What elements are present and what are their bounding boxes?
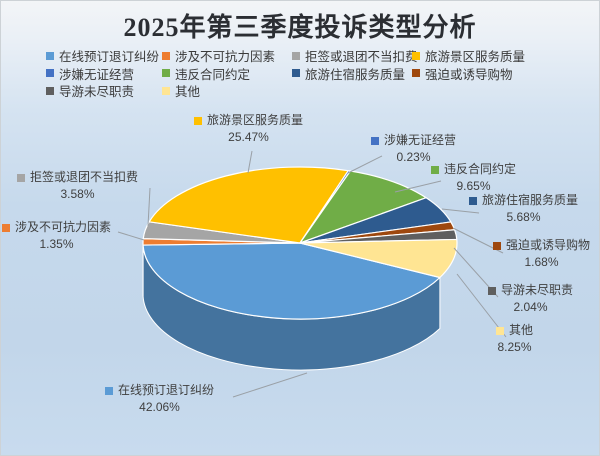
label-category: 涉嫌无证经营: [384, 133, 457, 147]
data-label-7: 强迫或诱导购物 1.68%: [493, 238, 590, 270]
leader-line-2: [147, 187, 151, 227]
legend-label: 违反合同约定: [175, 67, 251, 82]
legend-label: 涉嫌无证经营: [59, 67, 135, 82]
label-percent: 0.23%: [396, 150, 431, 164]
label-swatch-icon: [469, 196, 477, 205]
label-category: 强迫或诱导购物: [506, 238, 591, 252]
label-swatch-icon: [371, 136, 379, 145]
legend-label: 强迫或诱导购物: [425, 67, 513, 82]
data-label-6: 旅游住宿服务质量 5.68%: [469, 193, 578, 225]
label-category: 涉及不可抗力因素: [15, 220, 112, 234]
pie-slice-3: [148, 166, 349, 244]
legend-swatch-icon: [412, 69, 420, 77]
legend-swatch-icon: [46, 51, 54, 60]
data-label-9: 其他 8.25%: [496, 323, 533, 355]
legend-label: 旅游住宿服务质量: [305, 67, 406, 82]
legend-label: 导游未尽职责: [59, 85, 135, 99]
legend-swatch-icon: [46, 69, 54, 77]
chart-title: 2025年第三季度投诉类型分析: [123, 13, 477, 42]
label-percent: 25.47%: [228, 130, 269, 144]
pie-slice-9: [299, 238, 458, 279]
data-label-8: 导游未尽职责 2.04%: [488, 283, 573, 315]
legend-label: 拒签或退团不当扣费: [305, 50, 418, 64]
label-category: 拒签或退团不当扣费: [30, 170, 139, 184]
label-percent: 2.04%: [513, 300, 548, 314]
label-percent: 3.58%: [60, 187, 95, 201]
legend-item-6: 旅游住宿服务质量: [292, 64, 405, 83]
label-category: 旅游景区服务质量: [207, 113, 304, 127]
legend: 在线预订退订纠纷 涉及不可抗力因素 拒签或退团不当扣费 旅游景区服务质量涉嫌无证经营 违…: [1, 1, 599, 101]
pie-slice-5: [299, 170, 427, 244]
legend-label: 旅游景区服务质量: [425, 50, 526, 64]
label-percent: 5.68%: [506, 210, 541, 224]
data-label-2: 拒签或退团不当扣费 3.58%: [17, 170, 138, 202]
label-category: 违反合同约定: [444, 162, 517, 176]
label-swatch-icon: [2, 223, 10, 232]
leader-line-6: [441, 208, 480, 214]
data-label-3: 旅游景区服务质量 25.47%: [194, 113, 303, 145]
legend-swatch-icon: [412, 51, 420, 60]
legend-label: 其他: [175, 85, 201, 99]
legend-item-1: 涉及不可抗力因素: [162, 46, 275, 65]
leader-line-1: [117, 231, 145, 241]
legend-swatch-icon: [162, 86, 170, 95]
data-label-4: 涉嫌无证经营 0.23%: [371, 133, 456, 165]
leader-line-0: [232, 372, 308, 398]
data-label-0: 在线预订退订纠纷 42.06%: [105, 383, 214, 415]
label-percent: 9.65%: [456, 179, 491, 193]
label-swatch-icon: [493, 241, 501, 250]
legend-item-5: 违反合同约定: [162, 64, 250, 83]
data-label-5: 违反合同约定 9.65%: [431, 162, 516, 194]
label-category: 导游未尽职责: [501, 283, 574, 297]
legend-swatch-icon: [46, 86, 54, 95]
label-percent: 1.35%: [39, 237, 74, 251]
legend-item-3: 旅游景区服务质量: [412, 46, 525, 65]
label-percent: 42.06%: [139, 400, 180, 414]
pie-slice-0: [142, 242, 441, 320]
legend-swatch-icon: [292, 69, 300, 77]
label-category: 在线预订退订纠纷: [118, 383, 215, 397]
label-swatch-icon: [488, 286, 496, 295]
legend-item-8: 导游未尽职责: [46, 81, 134, 100]
legend-item-9: 其他: [162, 81, 200, 100]
data-label-1: 涉及不可抗力因素 1.35%: [2, 220, 111, 252]
label-swatch-icon: [431, 165, 439, 174]
legend-swatch-icon: [292, 51, 300, 60]
legend-label: 涉及不可抗力因素: [175, 50, 276, 64]
label-category: 旅游住宿服务质量: [482, 193, 579, 207]
legend-item-0: 在线预订退订纠纷: [46, 46, 159, 65]
legend-swatch-icon: [162, 51, 170, 60]
legend-swatch-icon: [162, 69, 170, 77]
leader-line-3: [247, 150, 253, 174]
label-percent: 1.68%: [524, 255, 559, 269]
legend-item-4: 涉嫌无证经营: [46, 64, 134, 83]
leader-line-4: [347, 155, 383, 174]
legend-item-2: 拒签或退团不当扣费: [292, 46, 418, 65]
legend-item-7: 强迫或诱导购物: [412, 64, 513, 83]
label-swatch-icon: [17, 173, 25, 182]
leader-line-5: [394, 180, 442, 193]
label-swatch-icon: [105, 386, 113, 395]
label-swatch-icon: [496, 326, 504, 335]
legend-label: 在线预订退订纠纷: [59, 50, 160, 64]
label-category: 其他: [509, 323, 534, 337]
label-swatch-icon: [194, 116, 202, 125]
label-percent: 8.25%: [497, 340, 532, 354]
